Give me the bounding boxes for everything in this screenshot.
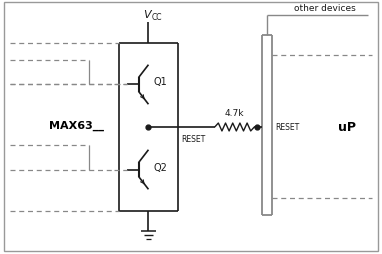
FancyBboxPatch shape <box>4 3 378 251</box>
Text: Q2: Q2 <box>154 162 167 172</box>
Text: other devices: other devices <box>294 4 356 13</box>
Text: Q1: Q1 <box>154 77 167 87</box>
Text: uP: uP <box>338 120 356 133</box>
Text: RESET: RESET <box>181 134 206 143</box>
Text: MAX63__: MAX63__ <box>49 120 104 131</box>
Text: RESET: RESET <box>275 122 299 131</box>
Text: CC: CC <box>151 13 162 22</box>
Text: 4.7k: 4.7k <box>225 109 244 118</box>
Text: V: V <box>143 10 150 20</box>
